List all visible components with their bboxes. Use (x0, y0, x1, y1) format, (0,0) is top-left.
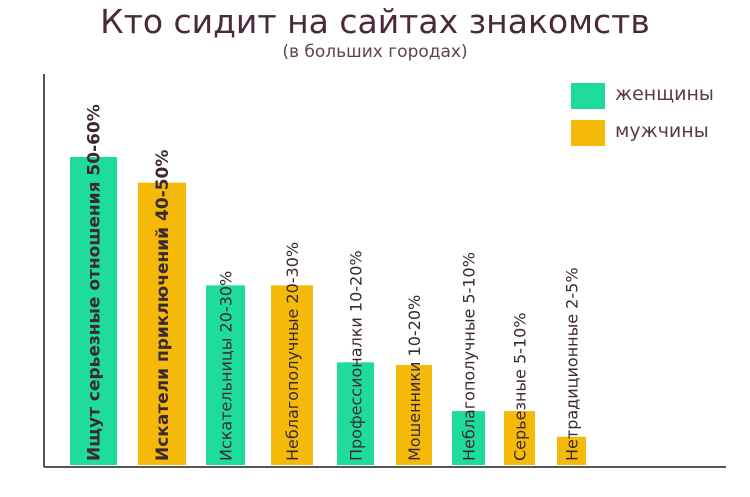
bar-label: Профессионалки 10-20% (347, 250, 366, 461)
bar (271, 285, 313, 465)
bar-category-label: Искательницы (217, 338, 236, 461)
bar-value-label: 40-50% (153, 150, 173, 221)
bar-value-label: 20-30% (283, 242, 302, 304)
bar-category-label: Мошенники (405, 362, 424, 461)
bar (206, 285, 245, 465)
bar-value-label: 10-20% (347, 250, 366, 312)
bar-label: Искательницы 20-30% (217, 271, 236, 461)
chart-title: Кто сидит на сайтах знакомств (100, 2, 650, 41)
bar (504, 411, 535, 465)
legend-label-women: женщины (615, 83, 714, 105)
legend-label-men: мужчины (615, 120, 709, 142)
bar-label: Неблагополучные 20-30% (283, 242, 302, 461)
bar (452, 411, 485, 465)
bar-label: Серьезные 5-10% (511, 313, 530, 462)
bar-category-label: Неблагополучные (460, 309, 479, 461)
bar-value-label: 10-20% (405, 295, 424, 357)
bar (396, 364, 432, 465)
bar-category-label: Искатели приключений (153, 227, 173, 461)
bar (337, 362, 374, 465)
bar-value-label: 5-10% (511, 313, 530, 365)
bar-value-label: 2-5% (563, 267, 582, 308)
bar-label: Неблагополучные 5-10% (460, 252, 479, 461)
legend-swatch-women (571, 83, 605, 109)
bar-category-label: Ищут серьезные отношения (85, 182, 105, 462)
bar-category-label: Нетрадиционные (563, 314, 582, 461)
bar-category-label: Неблагополучные (283, 309, 302, 461)
bar-label: Нетрадиционные 2-5% (563, 267, 582, 461)
bar (70, 157, 117, 465)
bar-label: Мошенники 10-20% (405, 295, 424, 461)
bar-category-label: Серьезные (511, 369, 530, 461)
bar-label: Ищут серьезные отношения 50-60% (85, 104, 105, 461)
bar-value-label: 5-10% (460, 252, 479, 304)
bar (557, 436, 586, 465)
bar-value-label: 20-30% (217, 271, 236, 333)
bar-value-label: 50-60% (85, 104, 105, 175)
bar-label: Искатели приключений 40-50% (153, 150, 173, 461)
bar-category-label: Профессионалки (347, 317, 366, 461)
legend-swatch-men (571, 120, 605, 146)
bar (138, 182, 186, 465)
chart-subtitle: (в больших городах) (282, 42, 468, 62)
